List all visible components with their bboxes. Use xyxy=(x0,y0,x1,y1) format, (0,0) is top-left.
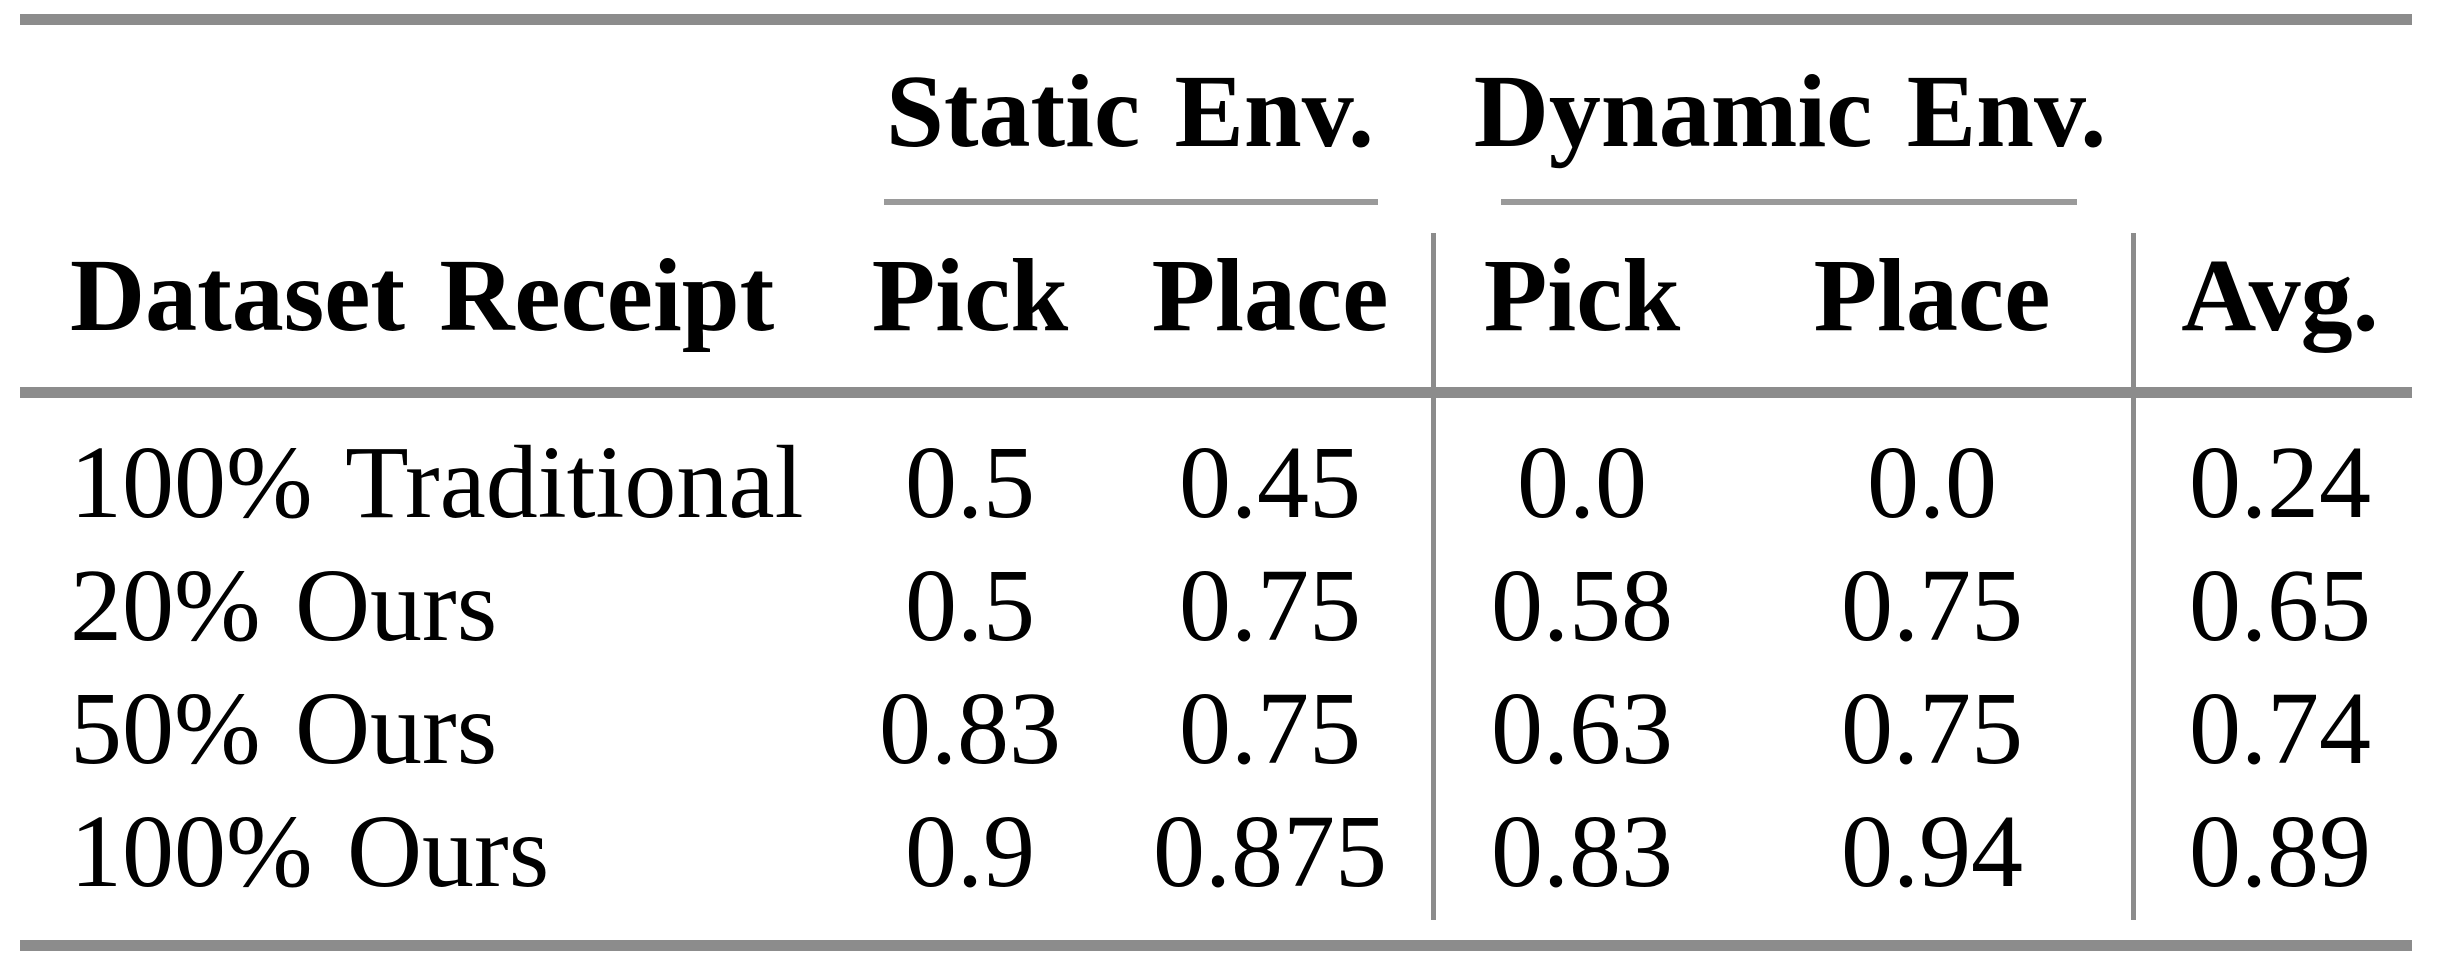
header-separator-rule xyxy=(20,387,2412,398)
table-cell-avg: 0.89 xyxy=(2189,794,2371,909)
group-header-static-env: Static Env. xyxy=(886,54,1374,169)
cmidrule-static-env xyxy=(884,199,1378,205)
table-cell-dataset: 100% Ours xyxy=(70,794,550,909)
table-cell-static-pick: 0.83 xyxy=(879,671,1061,786)
table-cell-static-pick: 0.5 xyxy=(905,548,1035,663)
table-cell-dynamic-pick: 0.0 xyxy=(1517,425,1647,540)
table-cell-dataset: 50% Ours xyxy=(70,671,498,786)
table-cell-dynamic-place: 0.0 xyxy=(1867,425,1997,540)
col-header-avg: Avg. xyxy=(2181,238,2379,353)
table-cell-static-place: 0.75 xyxy=(1179,548,1361,663)
table-cell-dynamic-pick: 0.58 xyxy=(1491,548,1673,663)
table-cell-dynamic-pick: 0.63 xyxy=(1491,671,1673,786)
table-cell-dataset: 20% Ours xyxy=(70,548,498,663)
table-cell-static-place: 0.75 xyxy=(1179,671,1361,786)
table-cell-static-pick: 0.9 xyxy=(905,794,1035,909)
table-cell-avg: 0.65 xyxy=(2189,548,2371,663)
cmidrule-dynamic-env xyxy=(1501,199,2077,205)
table-cell-dynamic-place: 0.94 xyxy=(1841,794,2023,909)
col-header-dynamic-place: Place xyxy=(1813,238,2051,353)
bottom-rule xyxy=(20,940,2412,951)
table-cell-static-place: 0.875 xyxy=(1153,794,1387,909)
table-cell-static-place: 0.45 xyxy=(1179,425,1361,540)
table-cell-dynamic-place: 0.75 xyxy=(1841,671,2023,786)
table-cell-avg: 0.74 xyxy=(2189,671,2371,786)
table-cell-avg: 0.24 xyxy=(2189,425,2371,540)
vertical-rule-static-dynamic xyxy=(1431,233,1436,920)
vertical-rule-dynamic-avg xyxy=(2131,233,2136,920)
col-header-dynamic-pick: Pick xyxy=(1483,238,1681,353)
top-rule xyxy=(20,14,2412,25)
table-cell-dynamic-pick: 0.83 xyxy=(1491,794,1673,909)
table-cell-dataset: 100% Traditional xyxy=(70,425,804,540)
table-cell-dynamic-place: 0.75 xyxy=(1841,548,2023,663)
col-header-static-pick: Pick xyxy=(871,238,1069,353)
col-header-dataset-receipt: Dataset Receipt xyxy=(70,238,775,353)
table-cell-static-pick: 0.5 xyxy=(905,425,1035,540)
col-header-static-place: Place xyxy=(1151,238,1389,353)
group-header-dynamic-env: Dynamic Env. xyxy=(1473,54,2107,169)
